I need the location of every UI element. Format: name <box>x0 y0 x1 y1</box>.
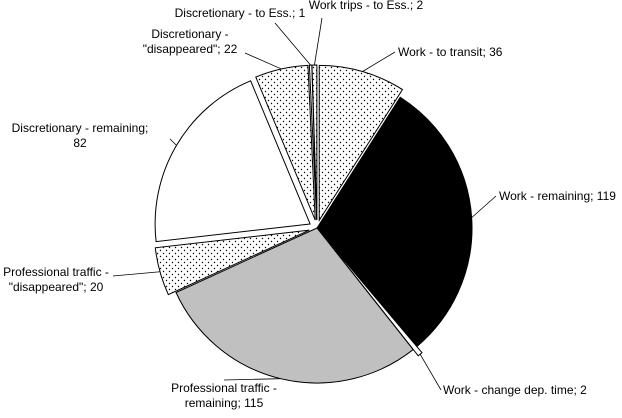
leader-line-professional-traffic-remaining-115 <box>223 378 281 381</box>
leader-line-work-change-dep-time-2 <box>419 354 442 391</box>
pie-slice-work-trips-to-ess-2 <box>311 64 318 221</box>
leader-line-work-remaining-119 <box>471 195 497 218</box>
pie-slice-professional-traffic-disappeared-20 <box>154 229 310 296</box>
leader-line-work-trips-to-ess-2 <box>314 17 323 66</box>
slice-label-discretionary-remaining-82: Discretionary - remaining; 82 <box>12 121 149 150</box>
pie-slice-discretionary-remaining-82 <box>154 80 311 243</box>
slice-label-work-trips-to-ess-2: Work trips - to Ess.; 2 <box>309 0 424 12</box>
slice-label-work-to-transit-36: Work - to transit; 36 <box>398 45 503 59</box>
slice-label-discretionary-to-ess-1: Discretionary - to Ess.; 1 <box>175 6 306 20</box>
slice-label-work-change-dep-time-2: Work - change dep. time; 2 <box>443 383 587 397</box>
leader-line-discretionary-remaining-82 <box>169 138 177 146</box>
slice-label-professional-traffic-disappeared-20: Professional traffic -"disappeared"; 20 <box>3 265 109 294</box>
leader-line-discretionary-disappeared-22 <box>244 52 282 70</box>
leader-line-work-to-transit-36 <box>362 51 396 72</box>
pie-slice-work-to-transit-36 <box>318 64 404 223</box>
pie-slice-discretionary-disappeared-22 <box>255 64 316 221</box>
pie-slice-work-remaining-119 <box>316 96 473 348</box>
slice-label-work-remaining-119: Work - remaining; 119 <box>499 189 616 203</box>
slice-label-discretionary-disappeared-22: Discretionary -"disappeared"; 22 <box>143 27 238 56</box>
leader-line-discretionary-to-ess-1 <box>274 22 311 66</box>
leader-line-professional-traffic-disappeared-20 <box>112 271 161 277</box>
slice-label-professional-traffic-remaining-115: Professional traffic -remaining; 115 <box>171 381 277 410</box>
